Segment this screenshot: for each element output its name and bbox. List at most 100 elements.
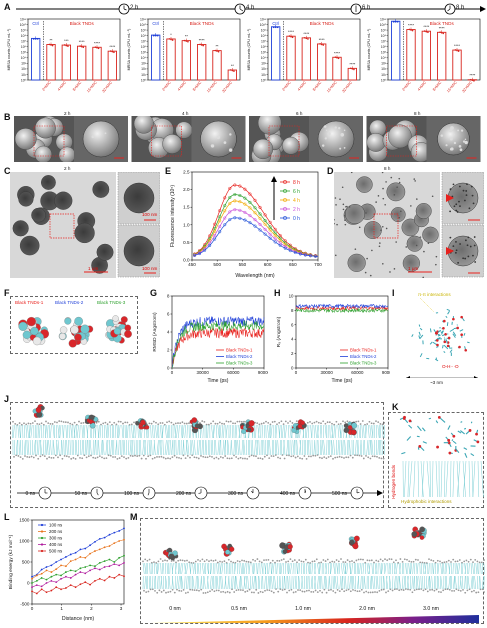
x-tick-label: 650 <box>289 262 297 267</box>
y-tick-label: 10⁵ <box>261 51 267 55</box>
lipid-tail <box>330 562 333 575</box>
y-tick-label: 10⁸ <box>381 34 387 38</box>
bacterium <box>363 221 382 239</box>
significance-label: ** <box>185 35 188 39</box>
lipid-head <box>144 558 147 561</box>
lipid-head <box>262 422 265 424</box>
lipid-head <box>365 454 367 457</box>
lipid-tail <box>221 562 224 575</box>
lipid-head <box>391 589 394 592</box>
significance-label: ** <box>50 39 53 43</box>
data-point <box>298 252 302 256</box>
lipid-tail <box>416 575 419 590</box>
y-tick-label: 10⁴ <box>141 56 147 60</box>
lipid-head <box>120 455 123 458</box>
lipid-tail <box>334 575 337 590</box>
lipid-head <box>374 591 376 593</box>
series-line <box>295 307 389 314</box>
lipid-tail <box>81 439 84 456</box>
lipid-tail <box>358 424 361 439</box>
legend-marker <box>283 189 287 193</box>
bond <box>418 335 421 339</box>
x-tick-label: 2×MIC <box>161 80 171 91</box>
lipid-tail <box>472 562 474 575</box>
lipid-head <box>188 561 191 564</box>
lipid-head <box>477 591 480 594</box>
significance-label: **** <box>288 30 294 34</box>
lipid-tail <box>417 460 420 498</box>
lipid-head <box>12 420 14 423</box>
data-point <box>69 569 72 572</box>
lipid-head <box>157 560 160 563</box>
lipid-head <box>183 422 186 425</box>
data-point <box>55 561 58 563</box>
nanodot-atom <box>300 420 305 426</box>
lipid-tail <box>256 562 258 575</box>
x-tick-label: 2×MIC <box>281 80 291 91</box>
data-point <box>45 582 48 584</box>
timeline-label: 8 h <box>456 5 465 11</box>
y-tick-label: 10¹⁰ <box>20 23 27 27</box>
lipid-head <box>157 423 160 426</box>
lipid-tail <box>223 439 226 456</box>
arrow-icon <box>446 194 454 202</box>
lipid-tail <box>153 439 156 456</box>
lipid-tail <box>258 424 260 439</box>
data-point <box>471 79 474 82</box>
bar <box>437 31 447 81</box>
lipid-head <box>476 560 479 563</box>
lipid-tail <box>364 575 366 590</box>
lipid-tail <box>215 424 218 439</box>
data-point <box>94 567 96 570</box>
lipid-head <box>272 455 275 458</box>
atom <box>68 339 77 348</box>
data-point <box>123 527 125 530</box>
lipid-tail <box>151 424 154 439</box>
y-tick-label: 1500 <box>19 518 30 523</box>
lipid-tail <box>397 575 399 590</box>
nanodot-atom <box>411 531 417 537</box>
lipid-head <box>369 591 372 594</box>
lipid-tail <box>186 439 188 456</box>
debris <box>379 242 381 244</box>
lipid-head <box>175 561 177 564</box>
y-tick-label: 10¹¹ <box>20 17 27 21</box>
lipid-tail <box>432 562 434 575</box>
lipid-head <box>159 422 162 424</box>
bacterium <box>74 222 95 244</box>
lipid-head <box>279 588 282 590</box>
debris <box>398 216 401 219</box>
lipid-tail <box>317 439 319 456</box>
lipid-head <box>184 592 187 594</box>
lipid-tail <box>287 424 290 439</box>
atom <box>447 438 451 442</box>
debris <box>435 255 438 258</box>
nanodot-atom <box>248 420 255 427</box>
lipid-tail <box>76 424 79 439</box>
lipid-head <box>309 562 312 564</box>
lipid-head <box>342 561 345 563</box>
lipid-head <box>244 590 247 593</box>
debris <box>382 262 384 265</box>
lipid-head <box>238 560 241 563</box>
bond <box>455 448 460 454</box>
data-point <box>213 222 217 226</box>
data-point <box>183 39 186 42</box>
lipid-head <box>321 457 323 460</box>
lipid-head <box>381 423 384 426</box>
lipid-head <box>230 457 233 460</box>
lipid-head <box>280 559 283 561</box>
lipid-tail <box>211 424 214 439</box>
data-point <box>60 558 62 561</box>
lipid-tail <box>19 439 21 456</box>
data-point <box>233 199 237 203</box>
lipid-head <box>417 559 419 561</box>
lipid-head <box>28 456 31 459</box>
lipid-tail <box>432 460 434 498</box>
lipid-tail <box>127 439 130 456</box>
bar <box>301 37 312 81</box>
data-point <box>228 186 232 191</box>
significance-label: **** <box>94 41 100 45</box>
data-point <box>457 50 460 52</box>
debris <box>354 248 357 250</box>
